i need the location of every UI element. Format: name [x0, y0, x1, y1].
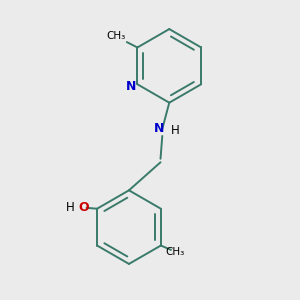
Text: CH₃: CH₃ [107, 31, 126, 41]
Text: N: N [126, 80, 136, 92]
Text: CH₃: CH₃ [166, 247, 185, 257]
Text: H: H [66, 201, 74, 214]
Text: H: H [171, 124, 180, 137]
Text: O: O [79, 201, 89, 214]
Text: N: N [154, 122, 165, 135]
